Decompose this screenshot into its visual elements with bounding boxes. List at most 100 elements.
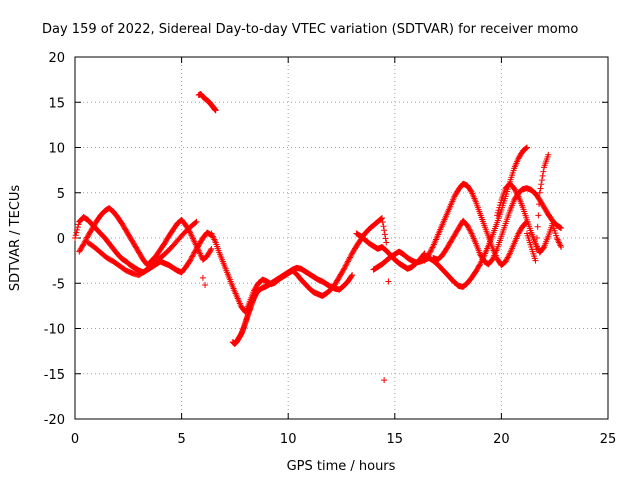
data-point xyxy=(489,256,496,263)
data-point xyxy=(84,234,91,241)
y-tick-label: 10 xyxy=(48,142,65,157)
data-point xyxy=(537,185,544,192)
data-point xyxy=(502,258,509,265)
data-point xyxy=(540,244,547,251)
chart-title: Day 159 of 2022, Sidereal Day-to-day VTE… xyxy=(42,22,578,37)
y-tick-label: 0 xyxy=(57,232,65,247)
data-point xyxy=(496,202,503,209)
data-point xyxy=(505,253,512,260)
data-point xyxy=(212,107,219,114)
data-point xyxy=(208,245,215,252)
data-point xyxy=(380,223,387,230)
y-tick-label: -20 xyxy=(44,413,65,428)
data-point xyxy=(535,212,542,219)
data-point xyxy=(385,278,392,285)
data-point xyxy=(187,257,194,264)
data-point xyxy=(427,248,434,255)
data-point xyxy=(342,262,349,269)
data-point xyxy=(80,241,87,248)
x-axis-label: GPS time / hours xyxy=(287,459,396,474)
data-point xyxy=(348,273,355,280)
data-point xyxy=(534,223,541,230)
data-point xyxy=(523,145,530,152)
data-point xyxy=(496,204,503,211)
data-point xyxy=(504,254,511,261)
data-point xyxy=(344,259,351,266)
data-point xyxy=(72,235,78,241)
data-point xyxy=(538,177,545,184)
data-point xyxy=(467,229,474,236)
data-point xyxy=(382,235,389,242)
x-tick-labels: 0 5 10 15 20 25 xyxy=(71,432,616,447)
data-point xyxy=(428,247,435,254)
data-point xyxy=(378,215,385,222)
data-point xyxy=(558,244,565,251)
x-tick-label: 5 xyxy=(177,432,185,447)
data-point xyxy=(497,199,504,206)
x-tick-label: 25 xyxy=(600,432,617,447)
data-point xyxy=(523,144,530,151)
data-point xyxy=(189,253,196,260)
data-point xyxy=(428,245,435,252)
data-point xyxy=(545,151,552,158)
data-point xyxy=(539,172,546,179)
data-point xyxy=(533,246,540,253)
data-point xyxy=(383,239,390,246)
data-point xyxy=(514,190,521,197)
data-point xyxy=(511,185,518,192)
data-point xyxy=(79,242,86,249)
data-point xyxy=(81,238,88,245)
data-point xyxy=(420,251,427,258)
data-point xyxy=(379,215,386,222)
data-point xyxy=(202,282,209,289)
data-point xyxy=(193,218,200,225)
data-point xyxy=(558,225,565,232)
data-point xyxy=(476,262,483,269)
data-point xyxy=(429,244,436,251)
data-point xyxy=(536,201,543,208)
data-point xyxy=(538,181,545,188)
data-point xyxy=(190,250,197,257)
data-point xyxy=(464,222,471,229)
data-point xyxy=(536,189,543,196)
data-point xyxy=(494,212,501,219)
data-point xyxy=(74,226,81,233)
data-point xyxy=(83,235,90,242)
data-point xyxy=(511,186,518,193)
data-points xyxy=(72,91,565,384)
data-point xyxy=(345,257,352,264)
data-point xyxy=(343,261,350,268)
data-point xyxy=(72,232,79,239)
data-point xyxy=(465,225,472,232)
data-point xyxy=(513,189,520,196)
data-point xyxy=(503,257,510,264)
y-tick-label: 5 xyxy=(57,187,65,202)
x-tick-label: 0 xyxy=(71,432,79,447)
y-tick-label: -5 xyxy=(52,277,65,292)
data-point xyxy=(421,250,428,257)
data-point xyxy=(340,266,347,273)
data-point xyxy=(467,187,474,194)
data-point xyxy=(341,265,348,272)
data-point xyxy=(188,254,195,261)
data-point xyxy=(187,256,194,263)
data-point xyxy=(512,187,519,194)
data-point xyxy=(189,252,196,259)
data-point xyxy=(381,231,388,238)
data-point xyxy=(381,377,388,384)
data-point xyxy=(466,226,473,233)
data-point xyxy=(349,272,356,279)
x-tick-label: 10 xyxy=(280,432,297,447)
data-point xyxy=(73,229,80,236)
y-tick-label: 15 xyxy=(48,96,65,111)
data-point xyxy=(533,235,540,241)
y-tick-label: 20 xyxy=(48,51,65,66)
data-point xyxy=(207,247,214,254)
data-point xyxy=(348,251,355,258)
data-point xyxy=(495,207,502,214)
x-tick-label: 20 xyxy=(493,432,510,447)
data-point xyxy=(379,219,386,226)
data-point xyxy=(532,257,539,264)
data-point xyxy=(74,224,81,231)
